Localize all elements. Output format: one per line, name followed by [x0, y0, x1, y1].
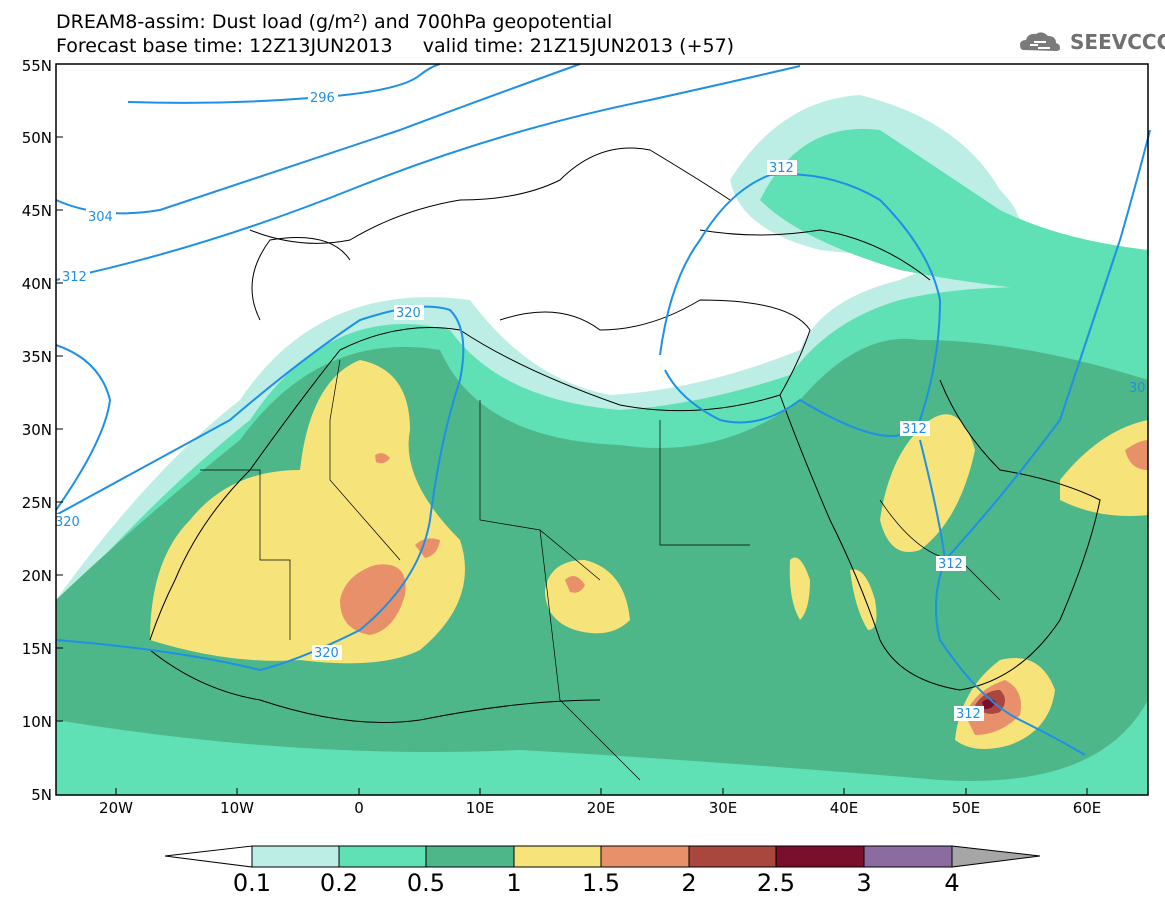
dust-1.5-layer: [565, 576, 585, 593]
colorbar-label: 0.2: [319, 869, 359, 897]
dust-1-layer: [850, 569, 877, 630]
contour-label: 312: [956, 707, 981, 722]
lat-label: 50N: [21, 129, 52, 147]
map-subtitle: Forecast base time: 12Z13JUN2013 valid t…: [56, 35, 735, 57]
axis-ticks: [56, 136, 1088, 795]
lat-label: 25N: [21, 494, 52, 512]
lat-label: 5N: [31, 786, 52, 804]
contour-label: 320: [314, 646, 339, 661]
dust-1.5-layer: [375, 453, 390, 464]
lon-label: 10E: [465, 799, 495, 817]
country-borders: [200, 359, 1001, 781]
lon-label: 60E: [1072, 799, 1102, 817]
lon-label: 0: [354, 799, 364, 817]
contour-label: 320: [55, 515, 80, 530]
lon-label: 10W: [220, 799, 254, 817]
dust-1.5-layer: [340, 564, 406, 635]
contour-label: 296: [310, 91, 335, 106]
lat-label: 30N: [21, 421, 52, 439]
contour-label: 320: [396, 306, 421, 321]
colorbar: [164, 845, 1041, 868]
dust-1-layer: [880, 414, 975, 552]
contour-label: 304: [88, 210, 113, 225]
logo-text: SEEVCCC: [1070, 30, 1165, 54]
contour-label-group: 296 304 312 320 312 320 312 312 312 30 3…: [53, 90, 1146, 722]
lat-label: 35N: [21, 348, 52, 366]
colorbar-label: 0.1: [232, 869, 272, 897]
map-title: DREAM8-assim: Dust load (g/m²) and 700hP…: [56, 11, 613, 33]
contour-label: 312: [769, 161, 794, 176]
contour-label: 312: [62, 270, 87, 285]
lat-label: 40N: [21, 275, 52, 293]
lon-label: 40E: [829, 799, 859, 817]
contour-label: 312: [938, 557, 963, 572]
dust-0.2-layer: [760, 128, 1148, 300]
lat-label: 20N: [21, 567, 52, 585]
contour-label: 30: [1129, 381, 1146, 396]
colorbar-label: 4: [944, 869, 960, 897]
lat-label: 10N: [21, 713, 52, 731]
colorbar-label: 3: [856, 869, 872, 897]
lon-label: 30E: [708, 799, 738, 817]
colorbar-label: 2.5: [756, 869, 796, 897]
contour-label: 312: [902, 422, 927, 437]
lon-label: 20W: [99, 799, 133, 817]
lat-label: 45N: [21, 202, 52, 220]
dust-1-layer: [545, 560, 630, 634]
lon-label: 50E: [951, 799, 981, 817]
lon-label: 20E: [586, 799, 616, 817]
colorbar-label: 1.5: [581, 869, 621, 897]
dust-1.5-layer: [1125, 440, 1148, 470]
colorbar-label: 0.5: [406, 869, 446, 897]
lat-label: 55N: [21, 57, 52, 75]
dust-1-layer: [789, 557, 810, 620]
lat-label: 15N: [21, 640, 52, 658]
colorbar-label: 1: [506, 869, 522, 897]
colorbar-label: 2: [681, 869, 697, 897]
seevccc-cloud-logo-icon: [1020, 32, 1060, 51]
geopotential-contours: [55, 63, 1151, 756]
